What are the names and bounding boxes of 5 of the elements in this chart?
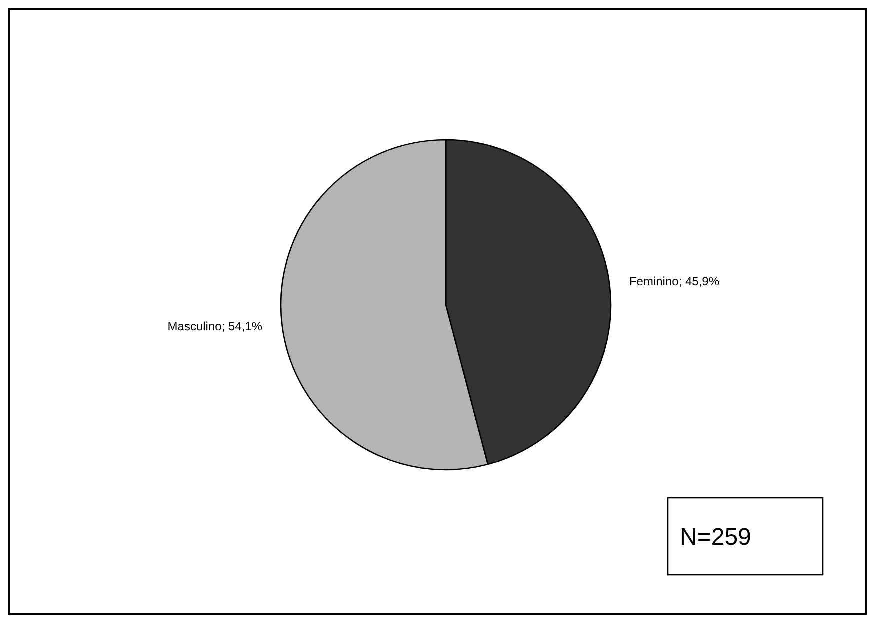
slice-label: Masculino <box>168 320 222 334</box>
data-label: ; 54,1% <box>222 320 263 334</box>
data-label: ; 45,9% <box>678 274 720 289</box>
text: N=259 <box>680 524 752 551</box>
slice-label: Feminino <box>629 274 680 289</box>
